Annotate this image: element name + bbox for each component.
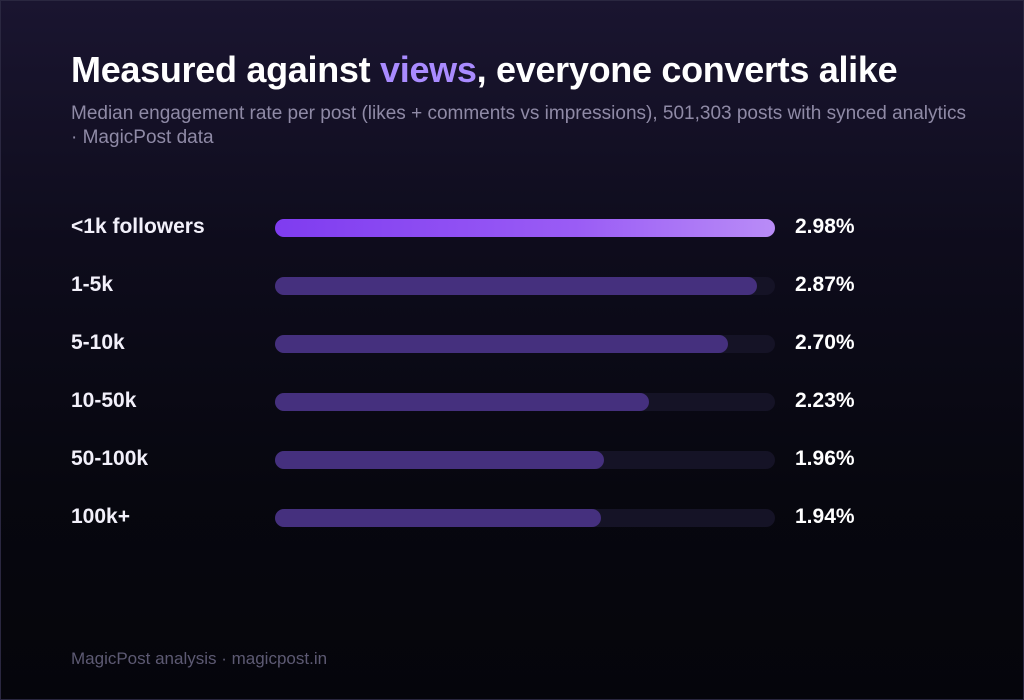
bar-row: 1-5k 2.87% [71, 259, 951, 317]
bar [275, 393, 649, 411]
bar-row: 10-50k 2.23% [71, 375, 951, 433]
value-label: 2.23% [795, 389, 855, 412]
bar-track [275, 509, 775, 527]
bar [275, 451, 604, 469]
bar [275, 335, 728, 353]
bar [275, 509, 601, 527]
bar-highlight [275, 219, 775, 237]
bar [275, 277, 757, 295]
value-label: 1.94% [795, 505, 855, 528]
source-footer: MagicPost analysis · magicpost.in [71, 649, 328, 668]
bar-track [275, 277, 775, 295]
bar-track [275, 219, 775, 237]
category-label: <1k followers [71, 215, 205, 238]
bar-row: 100k+ 1.94% [71, 491, 951, 549]
bar-track [275, 335, 775, 353]
value-label: 2.98% [795, 215, 855, 238]
bar-row: <1k followers 2.98% [71, 201, 951, 259]
bar-row: 5-10k 2.70% [71, 317, 951, 375]
category-label: 5-10k [71, 331, 125, 354]
chart-title: Measured against views, everyone convert… [71, 49, 898, 91]
value-label: 2.70% [795, 331, 855, 354]
value-label: 2.87% [795, 273, 855, 296]
category-label: 100k+ [71, 505, 130, 528]
bar-track [275, 393, 775, 411]
category-label: 1-5k [71, 273, 114, 296]
bar-row: 50-100k 1.96% [71, 433, 951, 491]
title-lead: Measured against [71, 49, 381, 90]
bar-chart: <1k followers 2.98% 1-5k 2.87% 5-10k 2.70% 10-… [71, 201, 951, 561]
chart-subtitle: Median engagement rate per post (likes +… [71, 103, 967, 148]
title-tail: , everyone converts alike [476, 49, 898, 90]
bar-track [275, 451, 775, 469]
category-label: 10-50k [71, 389, 137, 412]
category-label: 50-100k [71, 447, 149, 470]
value-label: 1.96% [795, 447, 855, 470]
title-accent-word: views [380, 49, 477, 90]
